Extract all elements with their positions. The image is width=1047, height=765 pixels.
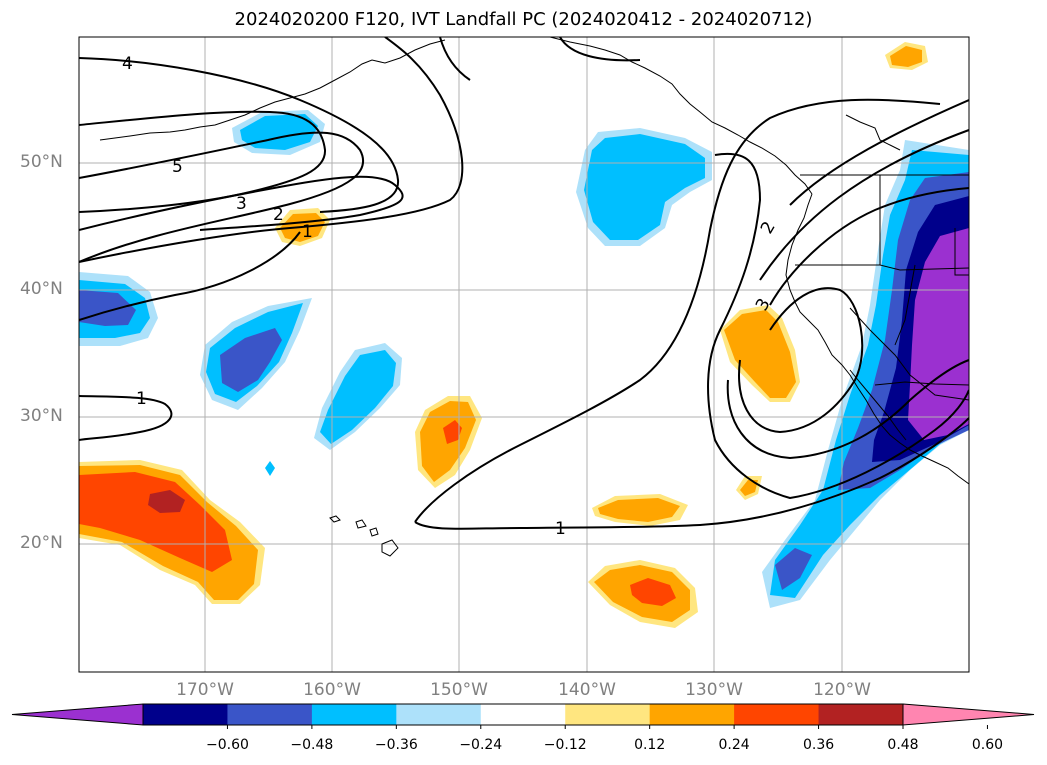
colorbar-frame <box>142 703 904 726</box>
contour-label: 1 <box>136 389 147 409</box>
contour-label: 1 <box>555 519 566 539</box>
colorbar-segment <box>143 704 228 725</box>
contour-label: 2 <box>273 205 284 225</box>
shade-pos-southwest <box>79 460 265 604</box>
plot-frame <box>78 36 970 673</box>
colorbar-tick-label: 0.24 <box>718 737 750 753</box>
colorbar-tick-label: −0.60 <box>205 737 249 753</box>
colorbar-tick-label: 0.48 <box>887 737 919 753</box>
lat-label-50n: 50°N <box>20 152 63 172</box>
shade-pos-central <box>415 396 482 488</box>
colorbar-segment <box>311 704 397 725</box>
colorbar-tick-label: 0.12 <box>634 737 666 753</box>
colorbar-segment <box>396 704 482 725</box>
lat-label-30n: 30°N <box>20 406 63 426</box>
lon-label-170w: 170°W <box>176 680 234 700</box>
map-title: 2024020200 F120, IVT Landfall PC (202402… <box>234 9 813 30</box>
shade-neg-central-pacific <box>200 298 312 410</box>
contour-label: 5 <box>172 157 183 177</box>
colorbar-segment <box>649 704 735 725</box>
colorbar-segment <box>480 704 566 725</box>
contour-label: 2 <box>757 218 780 237</box>
contour-label: 3 <box>236 194 247 214</box>
colorbar-tick-label: −0.12 <box>543 737 587 753</box>
shade-neg-speck <box>265 461 275 476</box>
colorbar-extend-max <box>902 703 1035 726</box>
lon-label-150w: 150°W <box>430 680 488 700</box>
shade-neg-west-coast <box>762 140 969 608</box>
shade-pos-offshore-california <box>720 305 800 402</box>
lon-label-160w: 160°W <box>303 680 361 700</box>
colorbar-tick-label: −0.48 <box>290 737 334 753</box>
shade-pos-northeast-speck <box>885 42 928 70</box>
shade-neg-subtropical <box>314 343 402 450</box>
contour-label: 4 <box>122 54 133 74</box>
shade-pos-subtropical-east <box>592 494 688 526</box>
colorbar-tick-label: 0.36 <box>802 737 835 753</box>
lat-label-40n: 40°N <box>20 279 63 299</box>
lon-label-130w: 130°W <box>685 680 743 700</box>
colorbar-segment <box>818 704 904 725</box>
lat-label-20n: 20°N <box>20 533 63 553</box>
colorbar <box>11 703 1035 729</box>
contours <box>79 37 969 530</box>
colorbar-segment <box>227 704 313 725</box>
coastlines <box>99 37 969 557</box>
colorbar-segment <box>565 704 651 725</box>
colorbar-tick-label: −0.24 <box>459 737 503 753</box>
colorbar-extend-min <box>11 703 144 726</box>
colorbar-tick-label: −0.36 <box>374 737 418 753</box>
colorbar-tick-label: 0.60 <box>971 737 1004 753</box>
contour-label: 1 <box>302 222 313 242</box>
shade-neg-northeast-pacific <box>576 128 712 246</box>
colorbar-segment <box>734 704 820 725</box>
lon-label-120w: 120°W <box>813 680 871 700</box>
lon-label-140w: 140°W <box>558 680 616 700</box>
shade-pos-south <box>588 560 698 628</box>
